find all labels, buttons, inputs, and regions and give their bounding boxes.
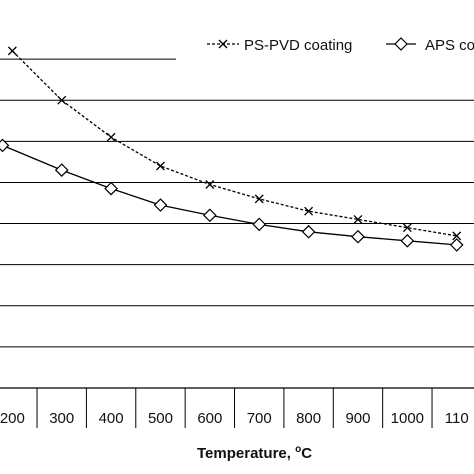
data-point-x-marker xyxy=(156,161,165,171)
data-point-diamond-marker xyxy=(400,233,415,248)
data-point-x-marker xyxy=(7,46,17,56)
data-point-diamond-marker xyxy=(202,208,217,223)
vertical-tick-lines xyxy=(36,388,433,428)
legend-marker-ps-pvd xyxy=(218,39,228,49)
x-axis-title: Temperature, oC xyxy=(197,444,312,462)
legend-marker-aps xyxy=(394,37,408,51)
legend: PS-PVD coating APS co xyxy=(176,25,474,63)
x-tick-label: 300 xyxy=(49,410,74,427)
legend-label-aps: APS co xyxy=(425,37,474,54)
series-layer xyxy=(0,46,464,252)
data-point-diamond-marker xyxy=(153,198,168,212)
data-point-x-marker xyxy=(57,95,67,105)
data-point-x-marker xyxy=(205,180,215,189)
data-point-diamond-marker xyxy=(301,224,316,239)
legend-label-ps-pvd: PS-PVD coating xyxy=(244,37,352,54)
x-tick-label: 1000 xyxy=(391,410,424,427)
data-point-diamond-marker xyxy=(449,238,464,252)
grid-lines xyxy=(0,58,474,389)
x-tick-label: 800 xyxy=(296,410,321,427)
series-line-0 xyxy=(11,50,457,237)
x-tick-label: 900 xyxy=(345,410,370,427)
x-tick-label: 200 xyxy=(0,410,25,427)
data-point-diamond-marker xyxy=(351,229,365,244)
data-point-diamond-marker xyxy=(0,138,10,153)
x-tick-label: 500 xyxy=(148,410,173,427)
series-line-1 xyxy=(2,144,457,246)
data-point-x-marker xyxy=(304,206,314,216)
data-point-diamond-marker xyxy=(104,181,118,196)
x-tick-label: 400 xyxy=(99,410,124,427)
x-tick-labels: 200 300 400 500 600 700 800 900 1000 110 xyxy=(0,410,469,427)
data-point-x-marker xyxy=(452,231,462,241)
data-point-x-marker xyxy=(106,132,116,142)
data-point-x-marker xyxy=(353,214,363,224)
data-point-diamond-marker xyxy=(54,163,69,177)
data-point-diamond-marker xyxy=(252,217,267,232)
x-tick-label: 700 xyxy=(247,410,272,427)
x-tick-label: 600 xyxy=(197,410,222,427)
data-point-x-marker xyxy=(402,223,412,233)
legend-background xyxy=(176,25,474,63)
x-tick-label: 110 xyxy=(445,410,469,427)
data-point-x-marker xyxy=(254,194,264,204)
